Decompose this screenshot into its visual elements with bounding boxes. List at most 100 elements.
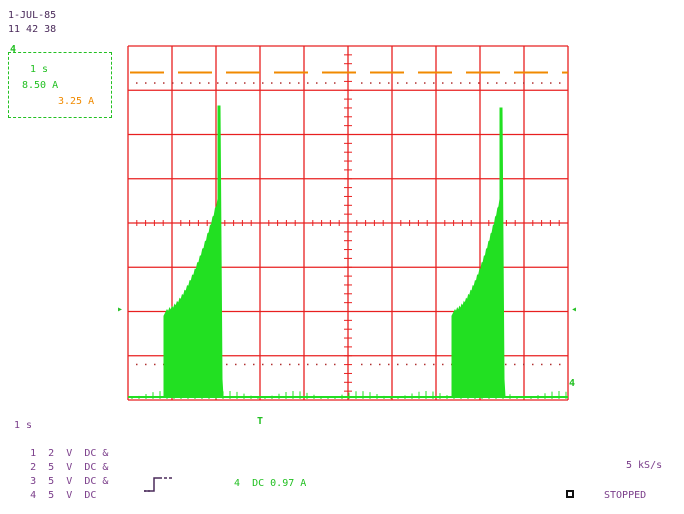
channel-coupling: DC bbox=[84, 490, 97, 501]
trigger-level: 0.97 A bbox=[270, 478, 307, 489]
channel-coupling: DC bbox=[84, 462, 97, 473]
reference-dot bbox=[370, 82, 372, 84]
reference-dot bbox=[397, 82, 399, 84]
reference-dot bbox=[379, 363, 381, 366]
channel-number: 2 bbox=[30, 462, 37, 473]
trigger-readout: 4 DC 0.97 A bbox=[234, 478, 306, 490]
reference-dot bbox=[262, 82, 264, 84]
reference-dot bbox=[514, 363, 516, 366]
reference-dot bbox=[136, 363, 138, 366]
reference-dot bbox=[244, 363, 246, 366]
reference-dot bbox=[541, 82, 543, 84]
reference-dot bbox=[217, 82, 219, 84]
reference-dot bbox=[532, 82, 534, 84]
channel-mark: & bbox=[102, 476, 109, 487]
reference-dot bbox=[253, 363, 255, 366]
trigger-coupling: DC bbox=[252, 478, 265, 489]
channel-volts: 5 bbox=[48, 462, 55, 473]
reference-dot bbox=[415, 363, 417, 366]
ch4-marker-label: 4 bbox=[10, 44, 17, 55]
trigger-channel: 4 bbox=[234, 478, 241, 489]
reference-dot bbox=[451, 82, 453, 84]
reference-dot bbox=[487, 82, 489, 84]
reference-dot bbox=[388, 363, 390, 366]
acquisition-status: STOPPED bbox=[604, 490, 647, 501]
reference-dot bbox=[145, 82, 147, 84]
reference-dot bbox=[298, 82, 300, 84]
graticule-grid bbox=[127, 45, 569, 401]
reference-dot bbox=[154, 82, 156, 84]
reference-dot bbox=[181, 82, 183, 84]
channel-mark: & bbox=[102, 448, 109, 459]
channel-unit: V bbox=[66, 476, 73, 487]
reference-dot bbox=[199, 82, 201, 84]
reference-dot bbox=[370, 363, 372, 366]
right-level-marker: ◂ bbox=[571, 304, 578, 315]
reference-dot bbox=[280, 82, 282, 84]
channel-unit: V bbox=[66, 490, 73, 501]
reference-dot bbox=[532, 363, 534, 366]
reference-dot bbox=[388, 82, 390, 84]
reference-dot bbox=[541, 363, 543, 366]
reference-dot bbox=[361, 363, 363, 366]
reference-dot bbox=[163, 82, 165, 84]
reference-dot bbox=[523, 363, 525, 366]
reference-dot bbox=[334, 363, 336, 366]
reference-dot bbox=[289, 82, 291, 84]
reference-dot bbox=[226, 363, 228, 366]
channel-number: 4 bbox=[30, 490, 37, 501]
reference-dot bbox=[325, 363, 327, 366]
reference-dot bbox=[460, 82, 462, 84]
reference-dot bbox=[145, 363, 147, 366]
reference-dot bbox=[307, 363, 309, 366]
reference-dot bbox=[424, 363, 426, 366]
cal-ch-value: 8.50 A bbox=[22, 80, 59, 91]
current-burst bbox=[163, 105, 224, 398]
date-readout: 1-JUL-85 bbox=[8, 10, 57, 21]
reference-dot bbox=[316, 363, 318, 366]
channel-volts: 2 bbox=[48, 448, 55, 459]
sample-rate-readout: 5 kS/s bbox=[626, 460, 663, 471]
reference-dot bbox=[442, 363, 444, 366]
channel-unit: V bbox=[66, 462, 73, 473]
channel-unit: V bbox=[66, 448, 73, 459]
channel-row: 1 2 V DC & bbox=[6, 436, 108, 472]
reference-dot bbox=[433, 363, 435, 366]
reference-dot bbox=[244, 82, 246, 84]
timebase-readout: 1 s bbox=[14, 420, 33, 431]
reference-dot bbox=[424, 82, 426, 84]
reference-dot bbox=[559, 363, 561, 366]
channel-row: 3 5 V DC & bbox=[6, 464, 108, 500]
reference-dot bbox=[478, 82, 480, 84]
reference-dot bbox=[469, 82, 471, 84]
reference-dot bbox=[289, 363, 291, 366]
reference-dot bbox=[190, 82, 192, 84]
reference-dot bbox=[307, 82, 309, 84]
left-level-marker: ▸ bbox=[117, 304, 124, 315]
reference-dot bbox=[550, 363, 552, 366]
channel-row: 4 5 V DC bbox=[6, 478, 102, 514]
reference-dot bbox=[550, 82, 552, 84]
channel-4-trace bbox=[128, 105, 568, 399]
reference-dot bbox=[280, 363, 282, 366]
reference-dot bbox=[415, 82, 417, 84]
reference-dot bbox=[559, 82, 561, 84]
reference-dot bbox=[361, 82, 363, 84]
reference-dot bbox=[136, 82, 138, 84]
reference-dot bbox=[235, 363, 237, 366]
channel-row: 2 5 V DC & bbox=[6, 450, 108, 486]
reference-dot bbox=[442, 82, 444, 84]
reference-dot bbox=[523, 82, 525, 84]
channel-coupling: DC bbox=[84, 448, 97, 459]
channel-coupling: DC bbox=[84, 476, 97, 487]
channel-number: 1 bbox=[30, 448, 37, 459]
reference-dot bbox=[271, 363, 273, 366]
reference-dot bbox=[271, 82, 273, 84]
reference-dot bbox=[379, 82, 381, 84]
reference-dot bbox=[316, 82, 318, 84]
cal-time-div: 1 s bbox=[30, 64, 49, 75]
reference-dot bbox=[505, 82, 507, 84]
reference-dot bbox=[154, 363, 156, 366]
cal-cursor-value: 3.25 A bbox=[58, 96, 95, 107]
